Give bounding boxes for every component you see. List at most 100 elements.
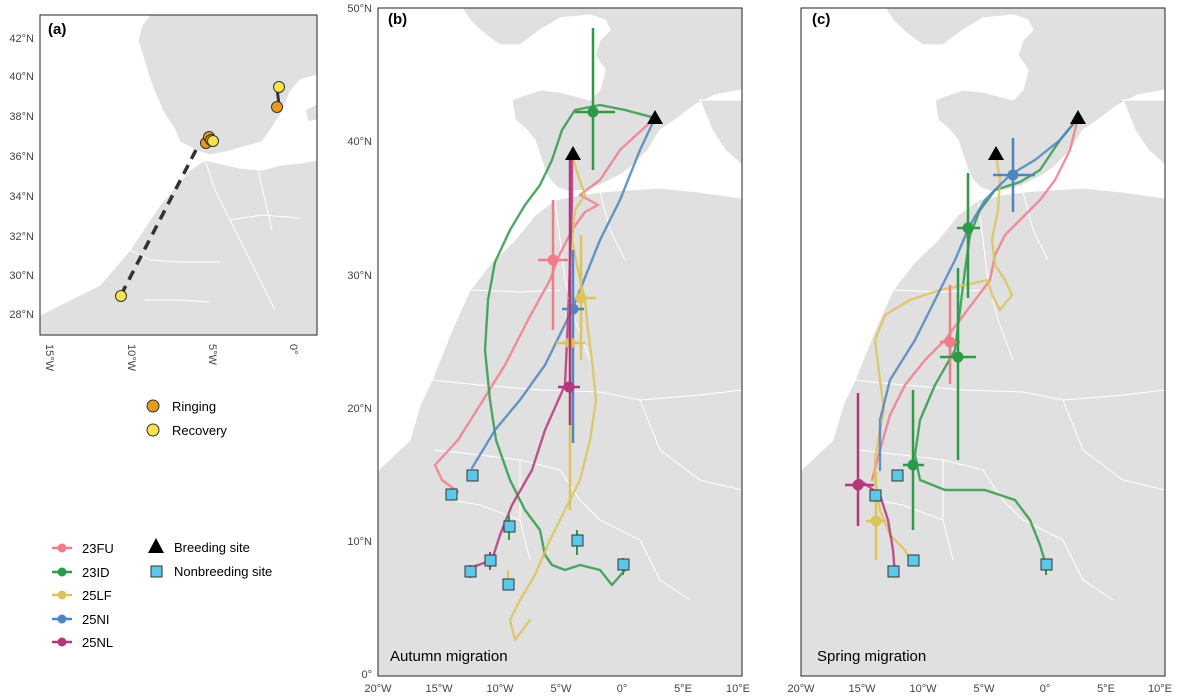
nonbreeding-site-marker: [617, 558, 630, 571]
ytick: 10°N: [347, 536, 372, 548]
legend-label: 25NL: [82, 635, 113, 650]
africa-land: [40, 159, 317, 335]
point-23id: [575, 28, 615, 170]
nonbreeding-site-marker: [891, 469, 904, 482]
ringing-point: [271, 101, 283, 113]
italy-land: [699, 99, 742, 166]
nonbreeding-site-marker: [445, 488, 458, 501]
legend-label: 23FU: [82, 541, 114, 556]
panel-a-ytick: 28°N: [9, 309, 34, 321]
panel-b-points: [538, 28, 615, 510]
panel-c-points: [845, 138, 1035, 560]
panel-c-map: [801, 8, 1165, 676]
panel-b-borders: [431, 191, 742, 601]
breeding-site-marker: [988, 146, 1004, 160]
legend-marker: [57, 637, 67, 647]
panel-a-xtick: 0°: [287, 344, 299, 355]
legend-marker: [57, 590, 67, 600]
xtick: 20°W: [364, 683, 392, 695]
panel-a-xtick: 10°W: [125, 344, 137, 372]
breeding-site-legend-label: Breeding site: [174, 540, 250, 555]
panel-b-frame: [377, 7, 743, 677]
track-23id: [913, 116, 1080, 567]
panel-b-map: [378, 8, 742, 676]
recovery-legend-marker: [146, 423, 160, 437]
panel-a: (a) 42°N 40°N 38°N 36°N 34°N 32°N 30°N 2…: [9, 14, 318, 372]
point-25ni: [993, 138, 1035, 212]
panel-b-label: (b): [388, 11, 407, 28]
panel-a-xtick: 15°W: [43, 344, 55, 372]
nonbreeding-site-marker: [1040, 558, 1053, 571]
point-25lf: [866, 472, 886, 560]
nonbreeding-site-marker: [484, 554, 497, 567]
panel-a-ytick: 34°N: [9, 191, 34, 203]
breeding-site-legend-marker: [148, 538, 164, 553]
legend-marker: [57, 567, 67, 577]
legend-marker: [57, 543, 67, 553]
panel-c: (c) Spring migration 20°W 15°W 10°W 5°W …: [787, 7, 1172, 695]
legend-label: 25NI: [82, 612, 109, 627]
breeding-site-marker: [647, 110, 663, 124]
panel-a-yaxis: 42°N 40°N 38°N 36°N 34°N 32°N 30°N 28°N: [9, 33, 34, 321]
recovery-point: [115, 290, 127, 302]
panel-c-label: (c): [812, 11, 830, 28]
iberia-land: [137, 15, 317, 156]
track-23fu: [870, 116, 1080, 482]
nonbreeding-site-marker: [464, 565, 477, 578]
xtick: 10°W: [909, 683, 937, 695]
track-25ni: [878, 116, 1080, 472]
recovery-point: [207, 135, 219, 147]
legend-item-23id: 23ID: [52, 565, 109, 580]
panel-a-ytick: 40°N: [9, 71, 34, 83]
legend-label: 23ID: [82, 565, 109, 580]
xtick: 5°E: [674, 683, 692, 695]
point-23id-1: [957, 173, 980, 298]
europe-land: [461, 8, 742, 193]
ytick: 0°: [361, 669, 372, 681]
panel-a-frame: [39, 14, 318, 336]
nonbreeding-site-marker: [503, 520, 516, 533]
legend-item-23fu: 23FU: [52, 541, 114, 556]
ytick: 40°N: [347, 136, 372, 148]
legend-individuals: 23FU 23ID 25LF 25NI 25NL: [52, 541, 114, 650]
panel-a-map: [40, 15, 317, 335]
panel-a-xaxis: 15°W 10°W 5°W 0°: [43, 344, 299, 372]
track-23id: [483, 103, 657, 587]
point-25nl: [845, 393, 874, 526]
legend-label: 25LF: [82, 588, 112, 603]
nonbreeding-site-marker: [887, 565, 900, 578]
xtick: 10°E: [1148, 683, 1172, 695]
panel-a-xtick: 5°W: [206, 344, 218, 366]
panel-b-xaxis: 20°W 15°W 10°W 5°W 0° 5°E 10°E: [364, 683, 750, 695]
xtick: 0°: [1040, 683, 1051, 695]
nonbreeding-site-marker: [869, 489, 882, 502]
panel-a-label: (a): [48, 21, 66, 38]
panel-b: (b) Autumn migration 50°N 40°N 30°N 20°N…: [347, 3, 750, 695]
breeding-site-marker: [565, 146, 581, 160]
track-25lf: [508, 153, 598, 642]
point-23fu: [940, 285, 960, 384]
panel-c-nonbreeding-sites: [869, 469, 1053, 578]
italy-land: [1122, 99, 1165, 166]
breeding-site-marker: [1070, 110, 1086, 124]
ytick: 30°N: [347, 270, 372, 282]
legend-item-25ni: 25NI: [52, 612, 109, 627]
europe-land: [884, 8, 1165, 193]
ytick: 20°N: [347, 403, 372, 415]
panel-a-ytick: 30°N: [9, 270, 34, 282]
panel-a-ytick: 36°N: [9, 151, 34, 163]
dashed-recovery-track: [119, 149, 198, 296]
panel-a-ytick: 38°N: [9, 111, 34, 123]
xtick: 15°W: [425, 683, 453, 695]
panel-b-nonbreeding-sites: [445, 469, 630, 591]
legend-sites: Breeding site Nonbreeding site: [148, 538, 272, 579]
ringing-legend-marker: [146, 399, 160, 413]
point-23id-3: [903, 390, 924, 530]
xtick: 15°W: [848, 683, 876, 695]
xtick: 5°W: [551, 683, 573, 695]
recovery-point: [273, 81, 285, 93]
panel-c-frame: [800, 7, 1166, 677]
nonbreeding-site-legend-label: Nonbreeding site: [174, 564, 272, 579]
panel-a-borders: [129, 159, 301, 311]
